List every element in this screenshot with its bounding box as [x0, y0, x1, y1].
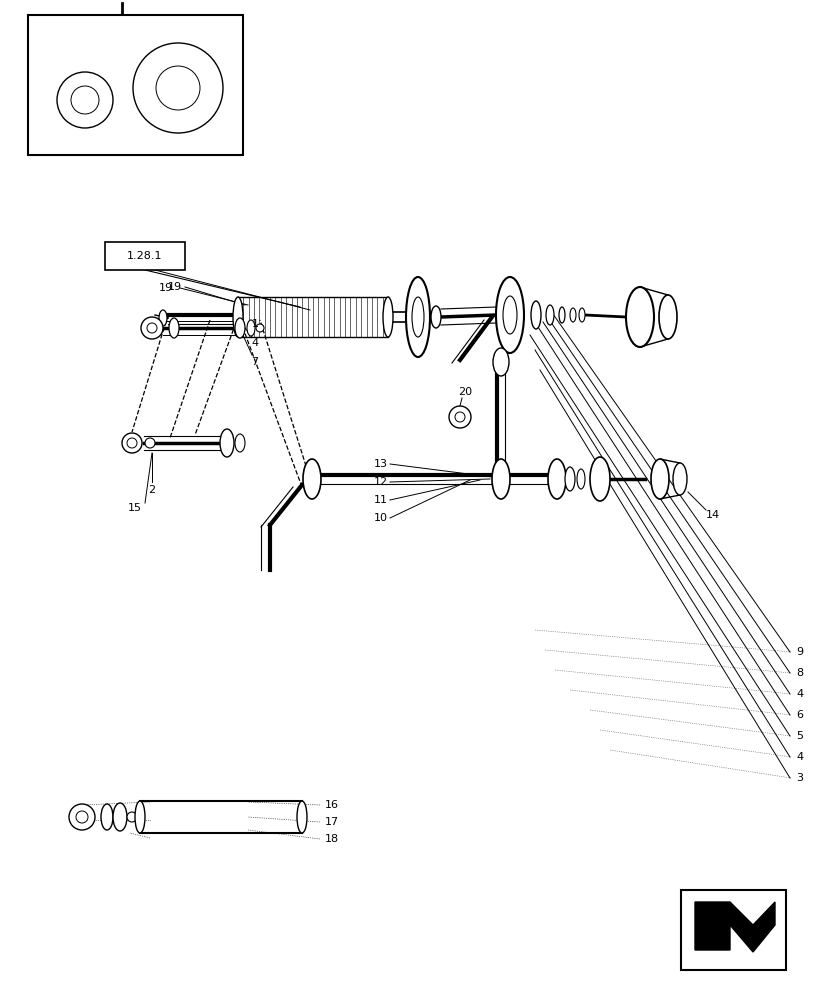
Ellipse shape — [246, 320, 255, 336]
Ellipse shape — [564, 467, 574, 491]
Ellipse shape — [492, 348, 509, 376]
Text: 19: 19 — [168, 282, 182, 292]
Text: 1: 1 — [251, 319, 258, 329]
Ellipse shape — [558, 307, 564, 323]
Ellipse shape — [112, 803, 127, 831]
Text: 10: 10 — [374, 513, 388, 523]
Ellipse shape — [495, 277, 523, 353]
Ellipse shape — [502, 296, 516, 334]
Ellipse shape — [101, 804, 112, 830]
Circle shape — [122, 433, 141, 453]
Ellipse shape — [297, 801, 307, 833]
Circle shape — [147, 323, 157, 333]
Circle shape — [127, 812, 136, 822]
Circle shape — [448, 406, 471, 428]
Ellipse shape — [235, 318, 245, 338]
Circle shape — [256, 324, 264, 332]
Bar — [680, 890, 785, 970]
Circle shape — [455, 412, 465, 422]
Ellipse shape — [412, 297, 423, 337]
Circle shape — [133, 43, 222, 133]
Text: 2: 2 — [148, 485, 155, 495]
Ellipse shape — [491, 459, 509, 499]
Text: 14: 14 — [705, 510, 719, 520]
Text: 9: 9 — [795, 647, 802, 657]
Ellipse shape — [135, 801, 145, 833]
Ellipse shape — [545, 305, 553, 325]
Ellipse shape — [658, 295, 676, 339]
Ellipse shape — [590, 457, 609, 501]
Text: 8: 8 — [795, 668, 802, 678]
Ellipse shape — [431, 306, 441, 328]
Ellipse shape — [303, 459, 321, 499]
Bar — [28, 15, 242, 155]
Text: 17: 17 — [325, 817, 339, 827]
Ellipse shape — [576, 469, 585, 489]
Text: 12: 12 — [374, 477, 388, 487]
Ellipse shape — [569, 308, 576, 322]
Text: 6: 6 — [795, 710, 802, 720]
Ellipse shape — [383, 297, 393, 337]
Ellipse shape — [650, 459, 668, 499]
Bar — [105, 242, 184, 270]
Circle shape — [141, 317, 163, 339]
Ellipse shape — [625, 287, 653, 347]
Ellipse shape — [232, 297, 242, 337]
Text: 7: 7 — [251, 357, 258, 367]
Ellipse shape — [530, 301, 540, 329]
Text: 4: 4 — [795, 752, 802, 762]
Text: 13: 13 — [374, 459, 388, 469]
Circle shape — [76, 811, 88, 823]
Text: 5: 5 — [795, 731, 802, 741]
Ellipse shape — [578, 308, 585, 322]
Ellipse shape — [405, 277, 429, 357]
Polygon shape — [694, 902, 774, 952]
Text: 20: 20 — [457, 387, 471, 397]
Text: 18: 18 — [325, 834, 339, 844]
Circle shape — [71, 86, 99, 114]
Circle shape — [127, 438, 136, 448]
Text: 11: 11 — [374, 495, 388, 505]
Text: 16: 16 — [325, 800, 338, 810]
Text: 4: 4 — [795, 689, 802, 699]
Circle shape — [155, 66, 200, 110]
Ellipse shape — [159, 310, 167, 326]
Text: 19: 19 — [159, 283, 173, 293]
Ellipse shape — [145, 438, 155, 448]
Ellipse shape — [672, 463, 686, 495]
Text: 15: 15 — [128, 503, 141, 513]
Text: 4: 4 — [251, 338, 258, 348]
Ellipse shape — [169, 318, 179, 338]
Text: 3: 3 — [795, 773, 802, 783]
Circle shape — [69, 804, 95, 830]
Ellipse shape — [547, 459, 566, 499]
Text: 1.28.1: 1.28.1 — [127, 251, 163, 261]
Ellipse shape — [220, 429, 234, 457]
Circle shape — [57, 72, 112, 128]
Ellipse shape — [235, 434, 245, 452]
